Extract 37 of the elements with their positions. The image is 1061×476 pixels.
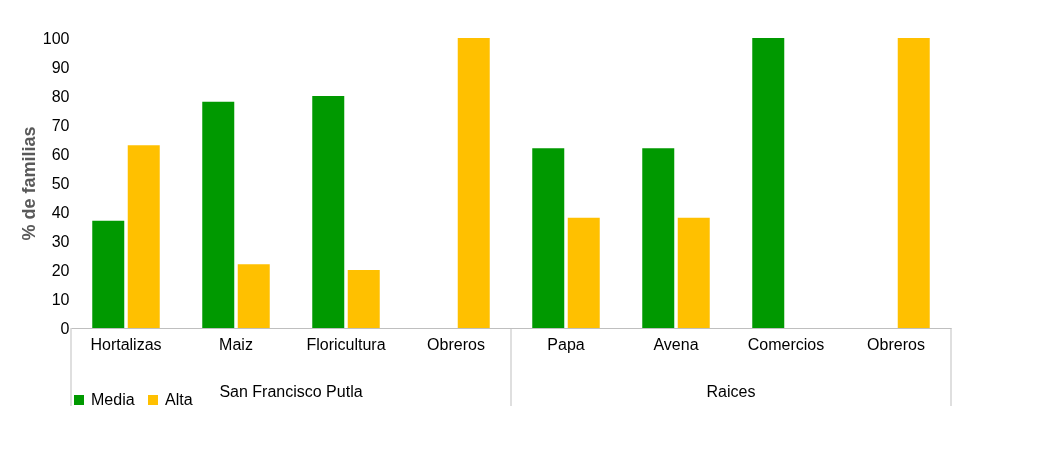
bar	[457, 38, 490, 328]
x-tick-label: Avena	[653, 335, 699, 353]
y-tick-label: 90	[51, 58, 70, 76]
y-tick-label: 10	[51, 290, 70, 308]
text: San Francisco Putla	[219, 383, 363, 400]
bar	[347, 270, 380, 328]
bar	[237, 264, 270, 328]
legend-label: Alta	[165, 391, 193, 408]
y-tick-label: 50	[51, 174, 70, 192]
y-tick-label: 30	[51, 232, 70, 250]
bar	[127, 145, 160, 328]
bar	[677, 217, 710, 328]
bar	[897, 38, 930, 328]
bar	[532, 148, 565, 328]
x-tick-label: Obreros	[867, 335, 925, 353]
x-tick-label: Papa	[547, 335, 585, 353]
x-tick-label: Floricultura	[306, 335, 386, 353]
bar	[752, 38, 785, 328]
y-tick-label: 60	[51, 145, 70, 163]
y-tick-label: 100	[42, 29, 70, 47]
y-tick-label: 20	[51, 261, 70, 279]
bar	[567, 217, 600, 328]
text: Raices	[706, 383, 756, 400]
y-tick-label: 40	[51, 203, 70, 221]
x-tick-label: Hortalizas	[90, 335, 162, 353]
y-tick-label: 70	[51, 116, 70, 134]
y-axis-title: % de familias	[18, 126, 39, 241]
x-tick-label: Maiz	[219, 335, 253, 353]
x-tick-label: Obreros	[427, 335, 485, 353]
y-tick-label: 80	[51, 87, 70, 105]
x-tick-label: Comercios	[747, 335, 825, 353]
bar	[92, 220, 125, 328]
bar	[202, 101, 235, 328]
bar	[642, 148, 675, 328]
legend-label: Media	[91, 391, 135, 408]
y-tick-label: 0	[60, 319, 70, 337]
bar	[312, 96, 345, 328]
